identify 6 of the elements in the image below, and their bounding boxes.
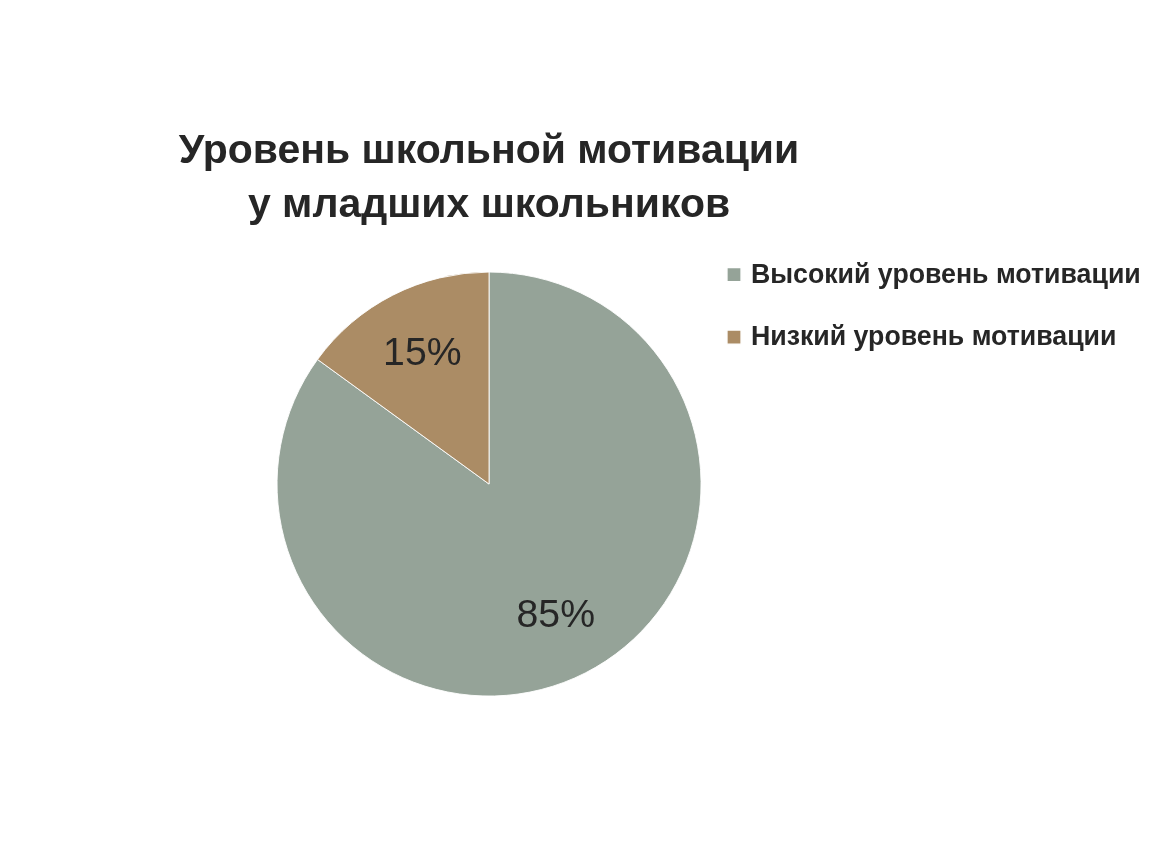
pie-slice (276, 271, 702, 697)
chart-title: Уровень школьной мотивации у младших школьников (178, 126, 800, 226)
legend-label: Высокий уровень мотивации (750, 258, 1141, 289)
data-label: 15% (383, 329, 462, 373)
legend-label: Низкий уровень мотивации (750, 321, 1117, 352)
data-label: 85% (516, 591, 595, 635)
